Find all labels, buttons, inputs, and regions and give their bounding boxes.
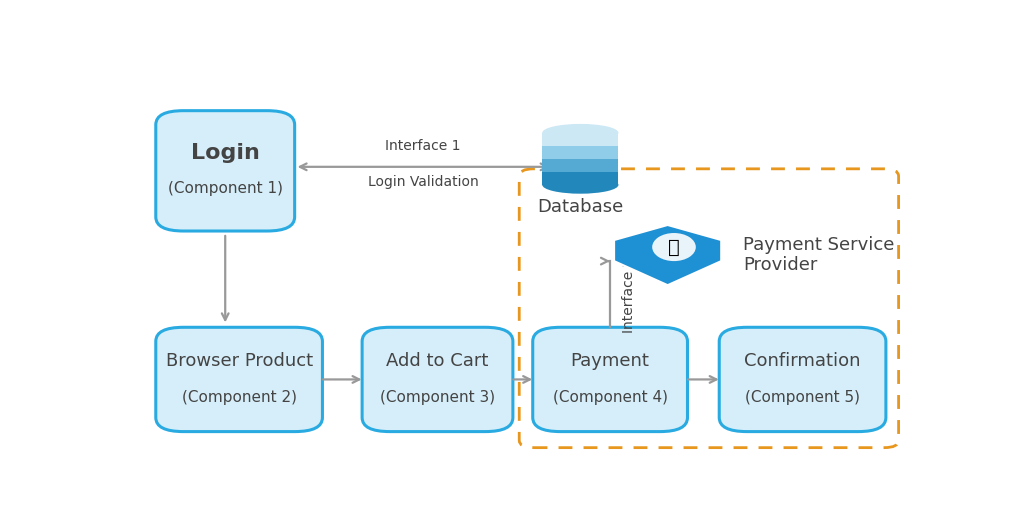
Text: (Component 2): (Component 2) (181, 390, 297, 405)
Text: (Component 1): (Component 1) (168, 181, 283, 196)
FancyBboxPatch shape (719, 327, 886, 431)
Text: Confirmation: Confirmation (744, 352, 861, 370)
Ellipse shape (543, 124, 618, 142)
Text: Database: Database (538, 198, 624, 216)
Ellipse shape (543, 176, 618, 194)
Text: Interface 1: Interface 1 (385, 139, 461, 153)
Bar (543, 159, 618, 172)
Bar (543, 146, 618, 159)
FancyBboxPatch shape (156, 110, 295, 231)
Text: Browser Product: Browser Product (166, 352, 312, 370)
FancyBboxPatch shape (362, 327, 513, 431)
Text: (Component 4): (Component 4) (553, 390, 668, 405)
Ellipse shape (652, 233, 696, 261)
Text: Login Validation: Login Validation (368, 175, 478, 189)
Text: Add to Cart: Add to Cart (386, 352, 488, 370)
Bar (543, 133, 618, 146)
FancyBboxPatch shape (156, 327, 323, 431)
Text: Payment: Payment (570, 352, 649, 370)
Text: (Component 5): (Component 5) (745, 390, 860, 405)
FancyBboxPatch shape (532, 327, 687, 431)
Bar (543, 172, 618, 185)
Text: Interface 2: Interface 2 (622, 257, 636, 333)
Text: Login: Login (190, 143, 260, 163)
Text: (Component 3): (Component 3) (380, 390, 495, 405)
Text: 🔑: 🔑 (668, 238, 680, 256)
Text: Payment Service
Provider: Payment Service Provider (743, 235, 894, 275)
PathPatch shape (614, 225, 721, 285)
